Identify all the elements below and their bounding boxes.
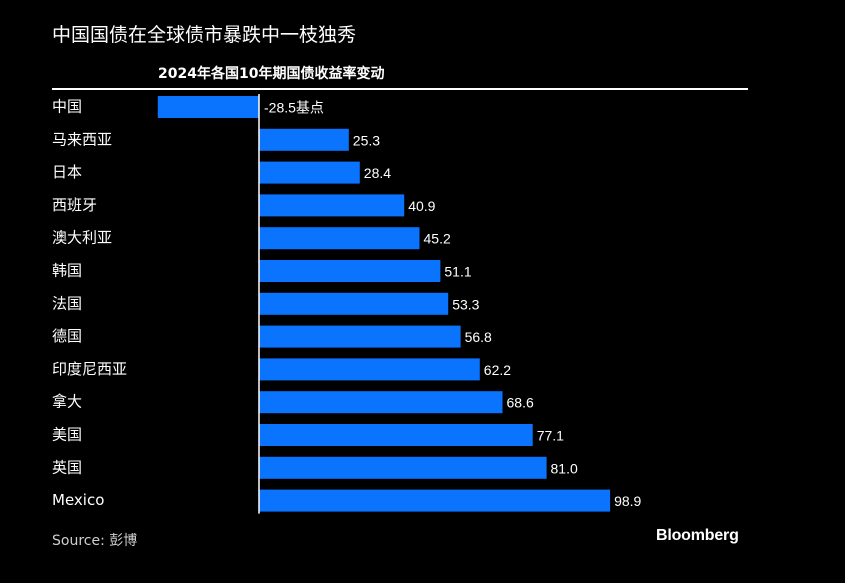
category-label: Mexico: [52, 491, 104, 509]
bar-9: [259, 391, 503, 414]
category-label: 马来西亚: [52, 130, 112, 148]
bar-7: [259, 325, 461, 348]
value-label: 51.1: [444, 264, 471, 280]
category-label: 日本: [52, 163, 82, 181]
bar-12: [259, 489, 611, 512]
bar-10: [259, 424, 533, 446]
value-label: 68.6: [507, 395, 534, 411]
chart-subtitle: 2024年各国10年期国债收益率变动: [158, 66, 385, 82]
header-rule: [52, 88, 748, 90]
category-label: 中国: [52, 98, 82, 116]
bar-2: [259, 161, 360, 184]
category-label: 西班牙: [52, 196, 97, 214]
value-label: 25.3: [353, 132, 380, 148]
category-label: 澳大利亚: [52, 229, 112, 247]
bar-1: [259, 128, 349, 151]
bars-layer: [157, 96, 611, 512]
category-label: 美国: [52, 426, 82, 444]
bar-5: [259, 260, 441, 282]
bar-6: [259, 292, 449, 315]
category-label: 印度尼西亚: [52, 360, 127, 378]
category-label: 英国: [52, 458, 82, 476]
value-label: 98.9: [614, 493, 641, 509]
bar-8: [259, 358, 480, 381]
value-label: 62.2: [484, 362, 511, 378]
chart-title: 中国国债在全球债市暴跌中一枝独秀: [52, 24, 357, 46]
value-label: 40.9: [408, 198, 435, 214]
bar-0: [157, 96, 259, 118]
category-label: 法国: [52, 294, 82, 312]
category-label: 拿大: [52, 393, 82, 411]
value-label: 81.0: [551, 460, 578, 476]
bar-4: [259, 227, 420, 250]
source-note: Source: 彭博: [52, 533, 138, 549]
value-label: 45.2: [424, 231, 451, 247]
value-label: 53.3: [452, 296, 479, 312]
value-label: -28.5基点: [264, 100, 324, 116]
value-label: 56.8: [465, 329, 492, 345]
bar-11: [259, 456, 547, 479]
bloomberg-logo: Bloomberg: [656, 527, 739, 544]
category-label: 德国: [52, 327, 82, 345]
bar-3: [259, 194, 405, 217]
value-label: 28.4: [364, 165, 391, 181]
value-label: 77.1: [537, 428, 564, 444]
category-label: 韩国: [52, 262, 82, 280]
